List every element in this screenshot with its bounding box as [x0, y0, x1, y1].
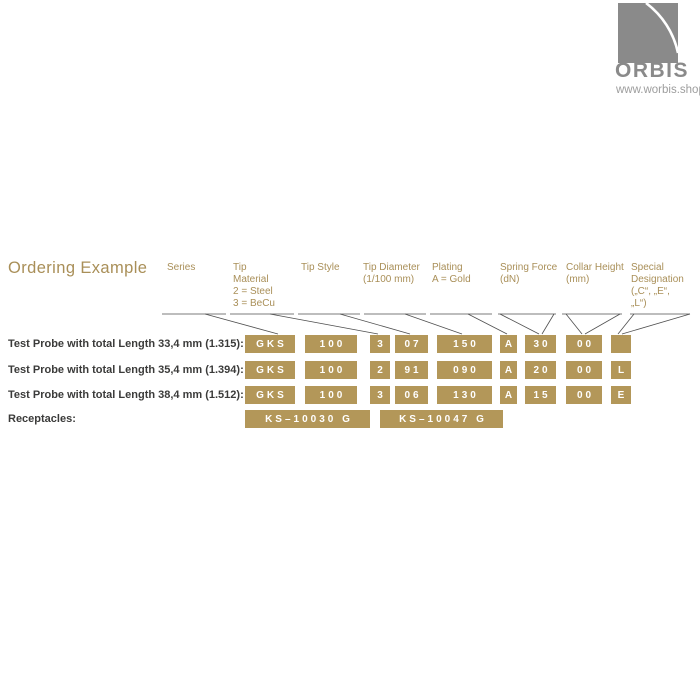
- column-header-line: Designation: [631, 274, 684, 285]
- code-box: 2: [370, 361, 390, 379]
- column-header-line: Spring Force: [500, 262, 558, 273]
- code-box: 00: [566, 361, 602, 379]
- column-header-line: 2 = Steel: [233, 286, 273, 297]
- column-header-series: Series: [167, 262, 231, 274]
- column-header-tip-style: Tip Style: [301, 262, 365, 274]
- code-box: 30: [525, 335, 556, 353]
- code-box: E: [611, 386, 631, 404]
- column-header-collar-height: Collar Height (mm): [566, 262, 630, 286]
- column-header-line: (1/100 mm): [363, 274, 415, 285]
- column-header-tip-diameter: Tip Diameter (1/100 mm): [363, 262, 427, 286]
- code-box: L: [611, 361, 631, 379]
- column-header-line: (dN): [500, 274, 520, 285]
- column-header-line: Series: [167, 262, 196, 273]
- code-box: [611, 335, 631, 353]
- column-header-spring-force: Spring Force (dN): [500, 262, 564, 286]
- code-box: GKS: [245, 335, 295, 353]
- row-label-probe-3: Test Probe with total Length 38,4 mm (1.…: [8, 389, 244, 401]
- code-box: KS–10030 G: [245, 410, 370, 428]
- code-box: KS–10047 G: [380, 410, 503, 428]
- column-header-line: „L“): [631, 298, 647, 309]
- orbis-url: www.worbis.shop: [616, 84, 700, 96]
- column-header-line: A = Gold: [432, 274, 471, 285]
- code-box: A: [500, 361, 517, 379]
- code-box: GKS: [245, 361, 295, 379]
- column-header-plating: Plating A = Gold: [432, 262, 496, 286]
- code-box: 07: [395, 335, 428, 353]
- code-box: 130: [437, 386, 492, 404]
- code-box: 100: [305, 361, 357, 379]
- column-header-line: (mm): [566, 274, 590, 285]
- code-box: 3: [370, 335, 390, 353]
- code-box: 090: [437, 361, 492, 379]
- column-header-line: 3 = BeCu: [233, 298, 275, 309]
- code-box: A: [500, 386, 517, 404]
- column-header-line: Plating: [432, 262, 463, 273]
- column-header-line: („C“, „E“,: [631, 286, 670, 297]
- code-box: 100: [305, 386, 357, 404]
- row-label-receptacles: Receptacles:: [8, 413, 76, 425]
- column-header-line: Special: [631, 262, 664, 273]
- code-box: 20: [525, 361, 556, 379]
- column-header-tip-material: Tip Material 2 = Steel 3 = BeCu: [233, 262, 297, 310]
- code-box: 91: [395, 361, 428, 379]
- column-header-line: Collar Height: [566, 262, 624, 273]
- code-box: 100: [305, 335, 357, 353]
- code-box: A: [500, 335, 517, 353]
- row-label-probe-2: Test Probe with total Length 35,4 mm (1.…: [8, 364, 244, 376]
- column-header-line: Tip Diameter: [363, 262, 420, 273]
- code-box: 00: [566, 335, 602, 353]
- column-header-line: Material: [233, 274, 269, 285]
- orbis-logo: [618, 3, 678, 63]
- code-box: 00: [566, 386, 602, 404]
- logo-arc-icon: [645, 3, 678, 54]
- column-header-line: Tip: [233, 262, 247, 273]
- connector-lines: [162, 313, 691, 335]
- code-box: GKS: [245, 386, 295, 404]
- page-title: Ordering Example: [8, 259, 148, 277]
- code-box: 150: [437, 335, 492, 353]
- row-label-probe-1: Test Probe with total Length 33,4 mm (1.…: [8, 338, 244, 350]
- code-box: 15: [525, 386, 556, 404]
- code-box: 06: [395, 386, 428, 404]
- orbis-wordmark: ORBIS: [615, 59, 690, 82]
- column-header-line: Tip Style: [301, 262, 340, 273]
- column-header-special-designation: Special Designation („C“, „E“, „L“): [631, 262, 695, 310]
- code-box: 3: [370, 386, 390, 404]
